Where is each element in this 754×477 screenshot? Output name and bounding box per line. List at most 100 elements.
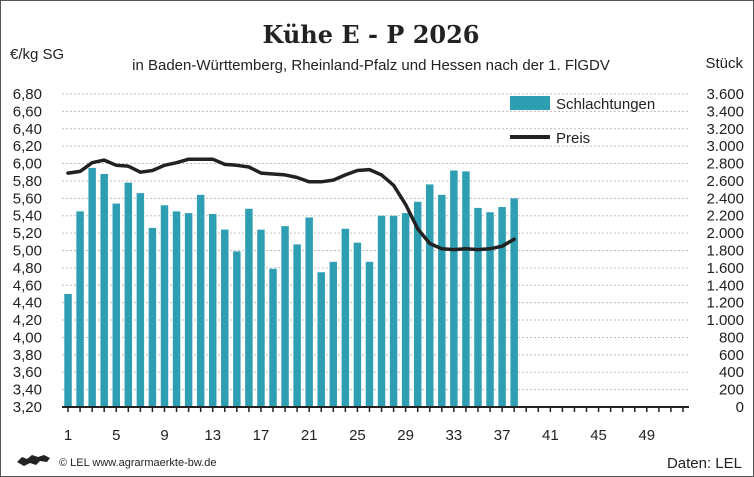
y-right-tick-label: 1.600 <box>706 260 744 277</box>
bar-schlachtungen <box>498 207 506 407</box>
y-right-tick-label: 1.200 <box>706 295 744 312</box>
bar-schlachtungen <box>245 208 253 407</box>
axes <box>62 406 689 412</box>
bar-schlachtungen <box>196 194 205 407</box>
y-right-tick-label: 800 <box>719 329 744 346</box>
bar-schlachtungen <box>413 201 422 407</box>
bar-schlachtungen <box>341 228 350 407</box>
line-preis <box>66 157 516 252</box>
y-left-tick-label: 5,80 <box>13 173 42 190</box>
bar-schlachtungen <box>233 251 241 407</box>
y-left-tick-label: 3,80 <box>13 347 42 364</box>
y-left-tick-label: 4,80 <box>13 260 42 277</box>
bar-schlachtungen <box>353 242 362 407</box>
bar-schlachtungen <box>426 184 434 407</box>
x-tick-label: 1 <box>64 427 72 444</box>
bar-schlachtungen <box>100 173 108 407</box>
bar-schlachtungen <box>486 212 494 407</box>
y-right-tick-label: 2.000 <box>706 225 744 242</box>
bar-schlachtungen <box>64 293 72 407</box>
logo <box>17 455 50 466</box>
y-left-tick-label: 6,00 <box>13 156 42 173</box>
x-tick-label: 41 <box>542 427 559 444</box>
y-right-tick-label: 0 <box>736 399 744 416</box>
y-left-tick-label: 6,20 <box>13 138 42 155</box>
y-right-tick-label: 2.400 <box>706 190 744 207</box>
y-right-tick-label: 2.600 <box>706 173 744 190</box>
bar-schlachtungen <box>365 261 374 407</box>
y-right-tick-label: 200 <box>719 382 744 399</box>
line-series <box>66 157 516 252</box>
chart-subtitle: in Baden-Württemberg, Rheinland-Pfalz un… <box>132 57 610 74</box>
bar-schlachtungen <box>377 215 386 407</box>
y-left-tick-label: 6,40 <box>13 121 42 138</box>
y-right-tick-label: 1.800 <box>706 243 744 260</box>
chart-title: Kühe E - P 2026 <box>262 20 479 49</box>
bar-schlachtungen <box>112 203 120 407</box>
y-left-tick-label: 5,40 <box>13 208 42 225</box>
x-tick-label: 49 <box>638 427 655 444</box>
y-left-tick-label: 5,60 <box>13 190 42 207</box>
lion-logo-icon <box>17 455 50 466</box>
footer-copyright: © LEL www.agrarmaerkte-bw.de <box>59 457 217 469</box>
bar-schlachtungen <box>221 229 229 407</box>
bar-schlachtungen <box>462 171 470 407</box>
bar-schlachtungen <box>257 229 265 407</box>
x-tick-label: 5 <box>112 427 120 444</box>
bar-schlachtungen <box>401 213 410 407</box>
y-left-tick-label: 3,60 <box>13 364 42 381</box>
y-left-tick-label: 4,20 <box>13 312 42 329</box>
bar-series <box>64 167 518 407</box>
bar-schlachtungen <box>148 227 157 407</box>
x-tick-label: 21 <box>301 427 318 444</box>
y-left-unit: €/kg SG <box>10 46 64 63</box>
legend: Schlachtungen Preis <box>510 96 655 147</box>
y-left-tick-label: 5,20 <box>13 225 42 242</box>
bar-schlachtungen <box>160 205 169 407</box>
y-right-tick-label: 3.400 <box>706 103 744 120</box>
y-left-tick-label: 5,00 <box>13 243 42 260</box>
legend-swatch-schlachtungen <box>510 96 550 110</box>
bar-schlachtungen <box>293 244 301 407</box>
y-right-tick-label: 1.000 <box>706 312 744 329</box>
bar-schlachtungen <box>208 213 217 407</box>
y-left-tick-label: 6,60 <box>13 103 42 120</box>
x-tick-label: 25 <box>349 427 366 444</box>
y-right-tick-label: 3.200 <box>706 121 744 138</box>
y-right-unit: Stück <box>705 55 743 72</box>
x-tick-labels: 1 5 9 13 17 21 25 29 33 37 41 45 49 <box>64 427 655 444</box>
x-tick-label: 9 <box>160 427 168 444</box>
x-tick-label: 29 <box>397 427 414 444</box>
y-left-tick-label: 4,00 <box>13 329 42 346</box>
bar-schlachtungen <box>474 207 482 407</box>
x-tick-label: 45 <box>590 427 607 444</box>
bar-schlachtungen <box>389 215 398 407</box>
y-right-tick-label: 3.600 <box>706 86 744 103</box>
bar-schlachtungen <box>438 194 446 407</box>
y-right-tick-label: 1.400 <box>706 277 744 294</box>
bar-schlachtungen <box>136 193 145 407</box>
bar-schlachtungen <box>450 170 458 407</box>
y-left-tick-label: 4,40 <box>13 295 42 312</box>
bar-schlachtungen <box>172 211 181 407</box>
y-right-tick-labels: 3.6003.4003.2003.0002.8002.6002.4002.200… <box>706 86 744 416</box>
y-left-tick-label: 3,40 <box>13 382 42 399</box>
bar-schlachtungen <box>269 268 277 407</box>
y-right-tick-label: 3.000 <box>706 138 744 155</box>
bar-schlachtungen <box>88 167 96 407</box>
x-tick-label: 37 <box>494 427 511 444</box>
bar-schlachtungen <box>76 211 84 407</box>
y-left-tick-label: 6,80 <box>13 86 42 103</box>
y-right-tick-label: 2.200 <box>706 208 744 225</box>
y-right-tick-label: 600 <box>719 347 744 364</box>
y-right-tick-label: 400 <box>719 364 744 381</box>
legend-label-schlachtungen: Schlachtungen <box>556 96 655 113</box>
x-tick-label: 17 <box>253 427 270 444</box>
bar-schlachtungen <box>184 213 193 407</box>
bar-schlachtungen <box>281 226 289 407</box>
bar-schlachtungen <box>510 198 518 407</box>
bar-schlachtungen <box>329 261 338 407</box>
bar-schlachtungen <box>305 217 313 407</box>
bar-schlachtungen <box>317 272 325 407</box>
